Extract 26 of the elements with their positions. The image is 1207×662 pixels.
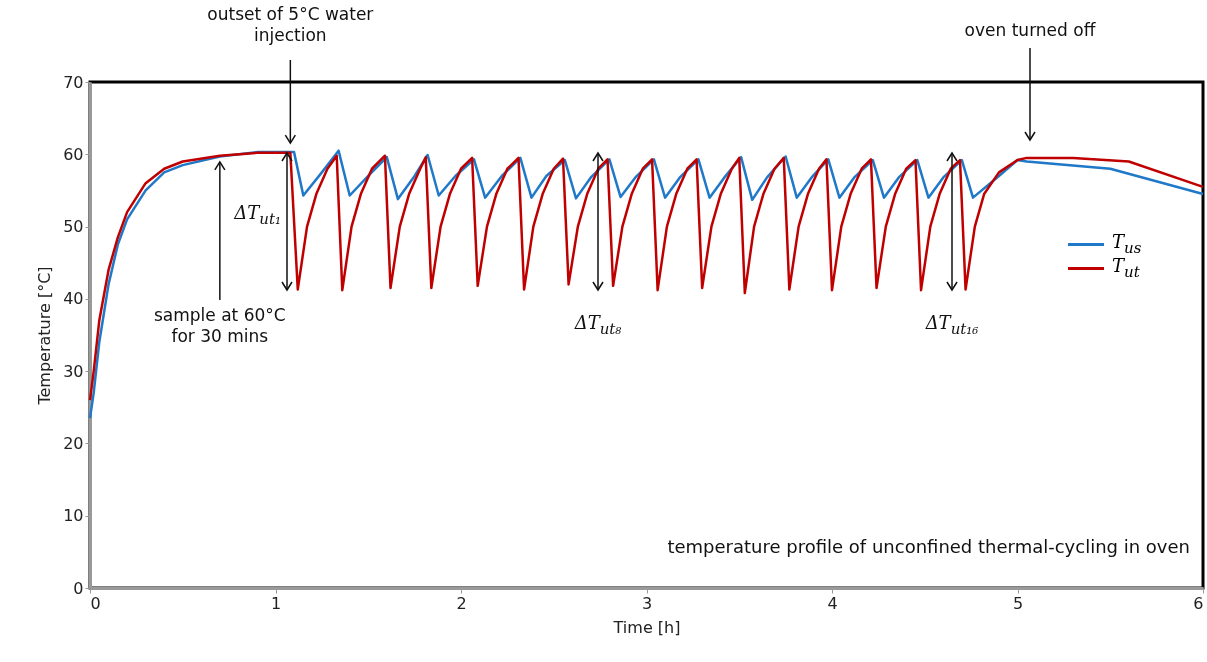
y-tick-label: 10	[63, 506, 84, 526]
y-tick-label: 30	[63, 361, 84, 381]
x-tick-label: 0	[90, 593, 101, 613]
x-tick-label: 4	[827, 593, 838, 613]
annotation: temperature profile of unconfined thermal-cycling in oven	[666, 536, 1190, 559]
x-tick-label: 5	[1012, 593, 1024, 613]
x-tick-label: 2	[456, 593, 467, 613]
x-tick-label: 3	[641, 593, 653, 613]
annotation: sample at 60°C for 30 mins	[153, 305, 287, 348]
annotation: ΔT$_{ut₁₆}$	[924, 312, 980, 339]
y-tick-label: 70	[63, 72, 84, 92]
text: oven turned off	[963, 20, 1097, 42]
y-tick-label: 40	[63, 289, 84, 309]
x-tick-label: 6	[1193, 593, 1204, 613]
annotation: ΔT$_{ut₁}$	[233, 202, 281, 229]
legend-label: T$_{us}$	[1112, 231, 1142, 257]
x-tick-label: 1	[270, 593, 282, 613]
y-axis-title: Temperature [°C]	[35, 266, 55, 406]
annotation: ΔT$_{ut₈}$	[573, 312, 623, 339]
y-tick-label: 50	[63, 217, 84, 237]
y-tick-label: 60	[63, 144, 84, 164]
x-axis-title: Time [h]	[612, 617, 681, 637]
y-tick-label: 0	[73, 578, 84, 598]
y-tick-label: 20	[63, 433, 84, 453]
legend-label: T$_{ut}$	[1112, 255, 1140, 281]
annotation: outset of 5°C water injection	[206, 4, 375, 47]
